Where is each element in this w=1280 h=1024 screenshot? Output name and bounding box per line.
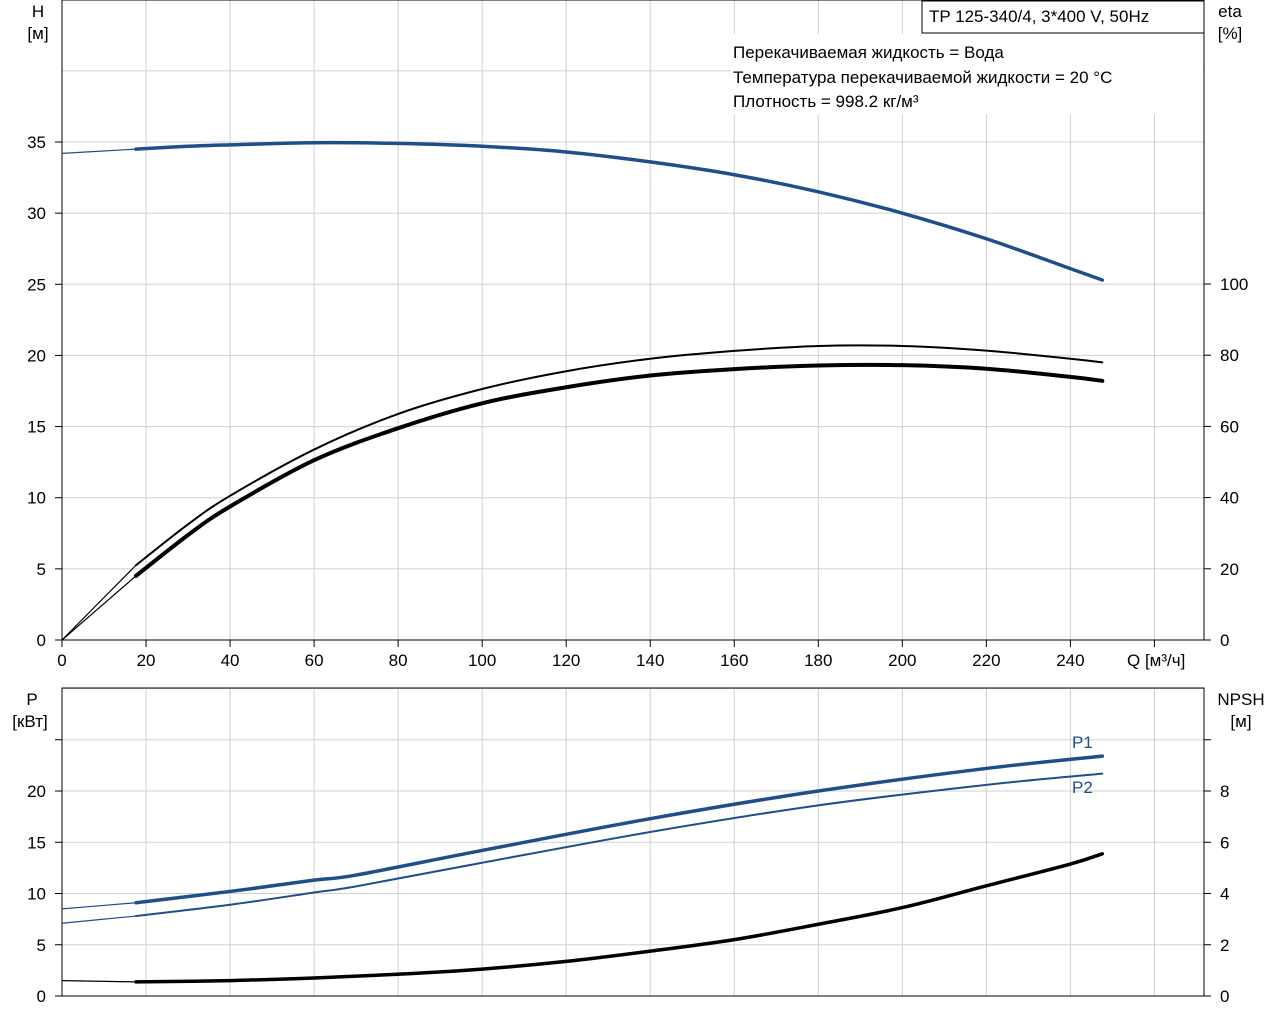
bottom-series-p2-line <box>134 772 1104 918</box>
eta-tick-label: 60 <box>1220 417 1239 436</box>
bottom-series-3-line <box>134 852 1105 984</box>
top-series-3-extension <box>61 575 137 641</box>
info-line-temperature: Температура перекачиваемой жидкости = 20… <box>733 68 1112 87</box>
x-tick-label: 20 <box>137 651 156 670</box>
top-series-1-extension <box>61 148 136 154</box>
h-axis-unit: [м] <box>27 24 48 43</box>
npsh-axis-unit: [м] <box>1230 712 1251 731</box>
bottom-series-p1-line <box>134 754 1105 905</box>
bottom-series-p2-extension <box>61 915 137 924</box>
x-tick-label: 160 <box>720 651 748 670</box>
npsh-tick-label: 0 <box>1220 987 1229 1006</box>
q-axis-label: Q [м³/ч] <box>1127 651 1185 670</box>
eta-axis-label: eta <box>1218 2 1242 21</box>
h-tick-label: 0 <box>37 631 46 650</box>
power-npsh-panel: 0 5 10 15 20 0 2 4 6 8 P [кВт] NPSH [м] P1 P2 <box>12 687 1265 1006</box>
x-tick-label: 220 <box>972 651 1000 670</box>
p-axis-unit: [кВт] <box>12 712 47 731</box>
h-axis-label: H <box>32 2 44 21</box>
x-tick-label: 40 <box>221 651 240 670</box>
x-tick-label: 80 <box>389 651 408 670</box>
bottom-grid <box>62 688 1204 996</box>
eta-axis-unit: [%] <box>1218 24 1243 43</box>
bottom-tick-labels: 0 5 10 15 20 0 2 4 6 8 <box>27 739 1229 1006</box>
eta-tick-label: 100 <box>1220 275 1248 294</box>
info-line-density: Плотность = 998.2 кг/м³ <box>733 92 919 111</box>
eta-tick-label: 80 <box>1220 346 1239 365</box>
x-tick-label: 200 <box>888 651 916 670</box>
top-series-2-line <box>134 344 1104 567</box>
eta-tick-label: 20 <box>1220 560 1239 579</box>
top-series-2-extension <box>61 564 137 641</box>
h-tick-label: 5 <box>37 560 46 579</box>
p-tick-label: 15 <box>27 833 46 852</box>
bottom-series-p1-extension <box>61 902 136 910</box>
p-tick-label: 10 <box>27 885 46 904</box>
npsh-tick-label: 6 <box>1220 833 1229 852</box>
h-tick-label: 30 <box>27 204 46 223</box>
top-series-1-line <box>134 140 1105 282</box>
x-tick-label: 140 <box>636 651 664 670</box>
p-tick-label: 20 <box>27 782 46 801</box>
eta-tick-label: 40 <box>1220 489 1239 508</box>
series-label-p1: P1 <box>1072 733 1093 752</box>
bottom-series-3-extension <box>61 980 136 983</box>
p-tick-label: 0 <box>37 987 46 1006</box>
info-box <box>731 34 1203 114</box>
series-label-p2: P2 <box>1072 778 1093 797</box>
npsh-tick-label: 4 <box>1220 885 1229 904</box>
top-series-3-line <box>133 362 1105 578</box>
p-tick-label: 5 <box>37 936 46 955</box>
x-tick-label: 180 <box>804 651 832 670</box>
head-efficiency-panel: 0 20 40 60 80 100 120 140 160 180 200 220 2400510152… <box>27 0 1248 670</box>
h-tick-label: 20 <box>27 346 46 365</box>
x-tick-label: 100 <box>468 651 496 670</box>
x-tick-label: 120 <box>552 651 580 670</box>
eta-tick-label: 0 <box>1220 631 1229 650</box>
npsh-tick-label: 8 <box>1220 782 1229 801</box>
title-box <box>921 0 1205 34</box>
p-axis-label: P <box>26 690 37 709</box>
h-tick-label: 15 <box>27 418 46 437</box>
h-tick-label: 35 <box>27 133 46 152</box>
x-tick-label: 0 <box>57 651 66 670</box>
npsh-axis-label: NPSH <box>1217 690 1264 709</box>
h-tick-label: 10 <box>27 489 46 508</box>
top-tick-labels: 0 20 40 60 80 100 120 140 160 180 200 220 2400510152… <box>27 133 1248 670</box>
top-plot-frame <box>61 0 1205 641</box>
top-series <box>61 140 1105 641</box>
h-tick-label: 25 <box>27 275 46 294</box>
chart-title: TP 125-340/4, 3*400 V, 50Hz <box>929 7 1149 26</box>
bottom-series <box>61 754 1105 984</box>
x-tick-label: 240 <box>1056 651 1084 670</box>
info-line-fluid: Перекачиваемая жидкость = Вода <box>733 43 1004 62</box>
npsh-tick-label: 2 <box>1220 936 1229 955</box>
x-tick-label: 60 <box>305 651 324 670</box>
